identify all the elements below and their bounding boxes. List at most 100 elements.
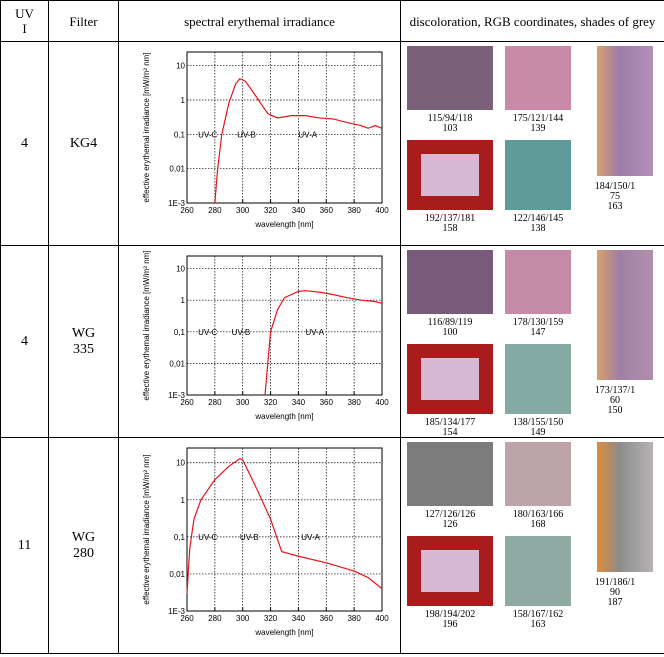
sample-image	[505, 442, 571, 506]
sample-image	[597, 250, 653, 380]
y-axis-label: effective erythemal irradiance [mW/m² nm…	[142, 250, 151, 400]
grey-value: 139	[530, 123, 546, 134]
chart-cell: 260 280 300 320 340 360 380 400 1E-3 0,01 0,1 1 10 wa…	[118, 437, 401, 654]
plot-frame	[186, 255, 383, 396]
x-tick-label: 340	[292, 206, 306, 215]
grey-value: 149	[530, 427, 546, 438]
sample-image	[407, 250, 493, 314]
sample-image	[407, 536, 493, 606]
header-cell: spectral erythemal irradiance	[118, 0, 401, 42]
y-axis-label: effective erythemal irradiance [mW/m² nm…	[142, 52, 151, 202]
x-tick-label: 380	[347, 398, 361, 407]
grey-value: 163	[607, 201, 623, 212]
curve	[214, 77, 383, 204]
x-tick-label: 340	[292, 614, 306, 623]
x-tick-label: 260	[180, 614, 194, 623]
chart-cell: 260 280 300 320 340 360 380 400 1E-3 0,01 0,1 1 10 wa…	[118, 41, 401, 246]
region-label: UV-B	[232, 328, 251, 337]
y-tick-label: 0,01	[169, 359, 185, 368]
swatch-area: 115/94/118 103 175/121/144 139 192/137/181 15…	[401, 42, 664, 245]
rgb-value: 115/94/118	[427, 113, 473, 124]
table-row: 4 KG4 260 280 300 320 340 360 380 400 1E-3 0,01 0,1 1…	[0, 41, 664, 246]
y-tick-label: 0,01	[169, 570, 185, 579]
filter-text: KG4	[69, 135, 98, 151]
curve	[264, 290, 383, 396]
x-tick-label: 360	[320, 206, 334, 215]
sample-image	[597, 46, 653, 176]
uv-cell: 4	[0, 245, 49, 438]
y-tick-label: 1	[181, 96, 186, 105]
sample-image	[407, 46, 493, 110]
grey-value: 158	[442, 223, 458, 234]
table-row: 11 WG 280 260 280 300 320 340 360 380 400 1E-3 0,01…	[0, 437, 664, 654]
region-label: UV-B	[240, 533, 259, 542]
x-tick-label: 280	[208, 206, 222, 215]
x-tick-label: 380	[347, 206, 361, 215]
sample-label: 175/121/144 139	[501, 114, 575, 134]
grey-value: 147	[530, 327, 546, 338]
rgb-value: 192/137/181	[424, 213, 476, 224]
grey-value: 150	[607, 405, 623, 416]
sample-image	[505, 536, 571, 606]
grey-value: 163	[530, 619, 546, 630]
y-tick-label: 0,1	[174, 328, 186, 337]
chart: 260 280 300 320 340 360 380 400 1E-3 0,01 0,1 1 10 wa…	[142, 250, 389, 421]
rgb-value: 173/137/160	[594, 385, 636, 406]
uv-cell: 11	[0, 437, 49, 654]
region-label: UV-A	[301, 533, 320, 542]
x-tick-label: 260	[180, 206, 194, 215]
sample-label: 158/167/162 163	[501, 610, 575, 630]
y-tick-label: 10	[176, 265, 185, 274]
rgb-value: 180/163/166	[512, 509, 564, 520]
grey-value: 126	[442, 519, 458, 530]
x-tick-label: 360	[320, 614, 334, 623]
filter-cell: KG4	[48, 41, 119, 246]
swatch-area: 116/89/119 100 178/130/159 147 185/134/177 15…	[401, 246, 664, 438]
sample-image	[597, 442, 653, 572]
x-tick-label: 320	[264, 614, 278, 623]
sample-label: 180/163/166 168	[501, 510, 575, 530]
x-tick-label: 400	[375, 614, 389, 623]
header-cell: UV I	[0, 0, 49, 42]
discoloration-cell: 116/89/119 100 178/130/159 147 185/134/177 15…	[400, 245, 664, 438]
region-label: UV-A	[305, 328, 324, 337]
sample-label: 192/137/181 158	[403, 214, 497, 234]
x-tick-label: 260	[180, 398, 194, 407]
sample-image	[407, 140, 493, 210]
sample-label: 127/126/126 126	[403, 510, 497, 530]
x-tick-label: 300	[236, 614, 250, 623]
header-cell: Filter	[48, 0, 119, 42]
discoloration-cell: 115/94/118 103 175/121/144 139 192/137/181 15…	[400, 41, 664, 246]
x-tick-label: 280	[208, 614, 222, 623]
y-tick-label: 1E-3	[168, 199, 185, 208]
chart-cell: 260 280 300 320 340 360 380 400 1E-3 0,01 0,1 1 10 wa…	[118, 245, 401, 438]
sample-label: 178/130/159 147	[501, 318, 575, 338]
sample-image	[407, 344, 493, 414]
region-label: UV-B	[237, 130, 256, 139]
y-tick-label: 1	[181, 296, 186, 305]
rgb-value: 191/186/190	[594, 577, 636, 598]
x-axis-label: wavelength [nm]	[254, 412, 313, 421]
y-tick-label: 0,1	[174, 130, 186, 139]
rgb-value: 116/89/119	[427, 317, 473, 328]
region-label: UV-C	[198, 130, 217, 139]
sample-label: 185/134/177 154	[403, 418, 497, 438]
rgb-value: 122/146/145	[512, 213, 564, 224]
grey-value: 168	[530, 519, 546, 530]
x-axis-label: wavelength [nm]	[254, 628, 313, 637]
sample-label: 173/137/160 150	[593, 386, 637, 416]
y-tick-label: 1E-3	[168, 607, 185, 616]
sample-image	[505, 46, 571, 110]
plot-frame	[186, 51, 383, 204]
x-tick-label: 320	[264, 398, 278, 407]
rgb-value: 175/121/144	[512, 113, 564, 124]
y-axis-label: effective erythemal irradiance [mW/m² nm…	[142, 454, 151, 604]
filter-cell: WG 335	[48, 245, 119, 438]
x-tick-label: 300	[236, 398, 250, 407]
sample-label: 116/89/119 100	[403, 318, 497, 338]
y-tick-label: 1	[181, 496, 186, 505]
sample-label: 191/186/190 187	[593, 578, 637, 608]
region-label: UV-A	[298, 130, 317, 139]
uv-cell: 4	[0, 41, 49, 246]
x-tick-label: 380	[347, 614, 361, 623]
